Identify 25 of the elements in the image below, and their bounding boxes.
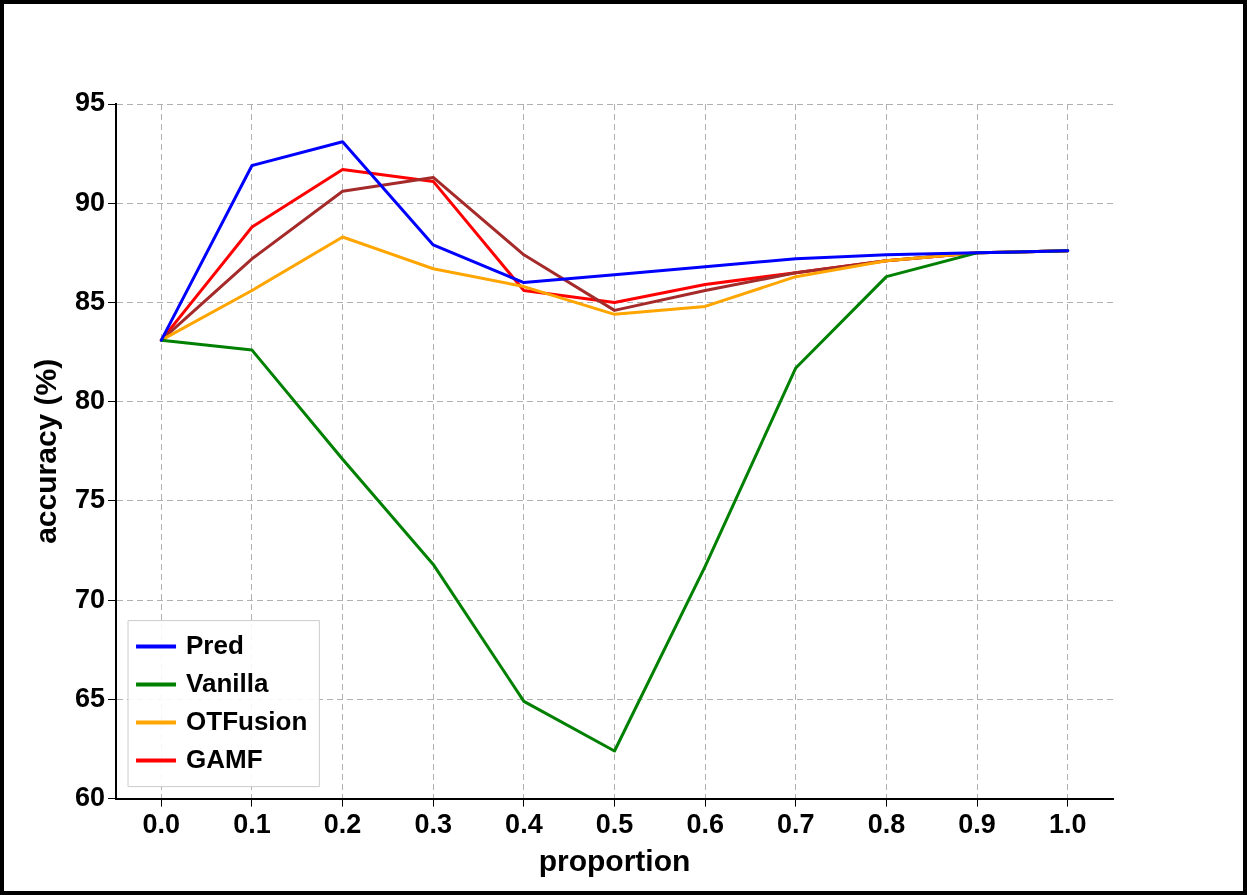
- y-tick-label: 70: [74, 583, 106, 614]
- legend-label: OTFusion: [186, 705, 308, 736]
- x-tick-label: 1.0: [1048, 809, 1087, 840]
- legend-label: Vanilla: [186, 667, 269, 698]
- x-tick-label: 0.5: [595, 809, 634, 840]
- y-tick-label: 65: [74, 682, 106, 713]
- x-tick-label: 0.9: [958, 809, 996, 840]
- y-tick-label: 60: [74, 782, 106, 813]
- x-tick-label: 0.8: [867, 809, 906, 840]
- x-tick-label: 0.2: [323, 809, 362, 840]
- x-tick-label: 0.7: [777, 809, 815, 840]
- x-tick-label: 0.3: [414, 809, 453, 840]
- x-tick-label: 0.1: [233, 809, 271, 840]
- legend-label: GAMF: [186, 743, 263, 774]
- x-tick-label: 0.0: [142, 809, 181, 840]
- y-tick-label: 75: [74, 484, 106, 515]
- y-tick-label: 85: [74, 285, 106, 316]
- y-axis-title: accuracy (%): [29, 358, 63, 544]
- y-tick-label: 90: [74, 186, 106, 217]
- legend-label: Pred: [186, 629, 244, 660]
- y-tick-label: 95: [74, 87, 106, 118]
- x-tick-label: 0.6: [686, 809, 724, 840]
- y-tick-label: 80: [74, 385, 106, 416]
- x-axis-title: proportion: [538, 844, 691, 878]
- x-tick-label: 0.4: [505, 809, 543, 840]
